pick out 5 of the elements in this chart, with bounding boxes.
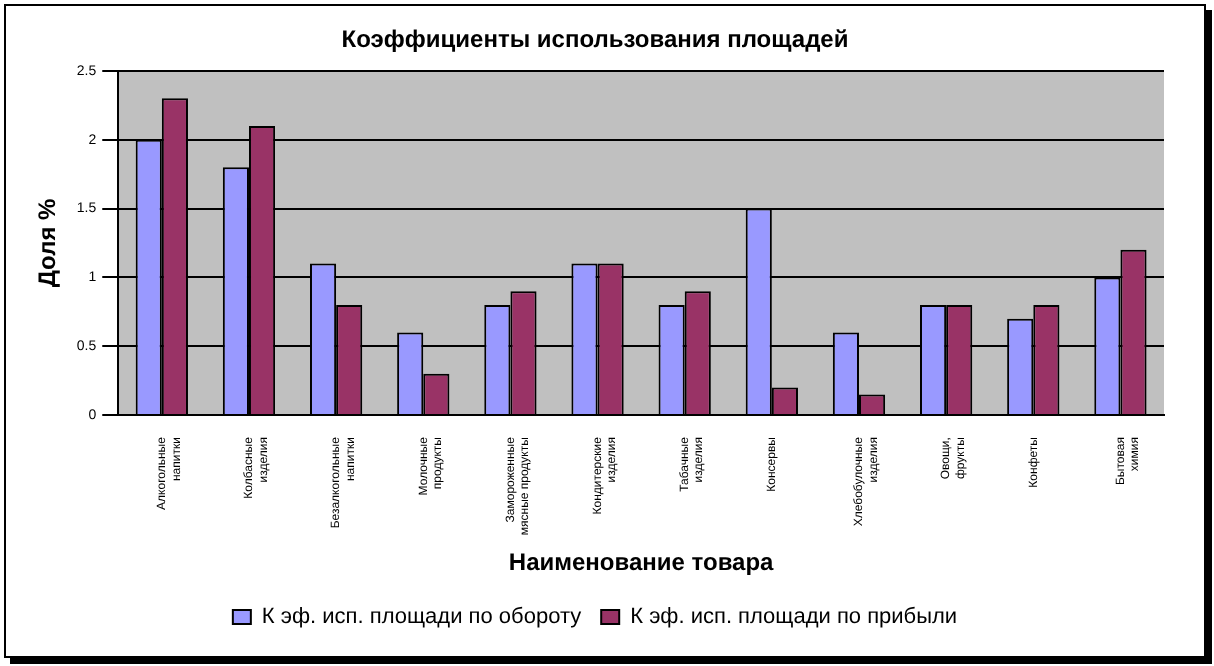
chart-title: Коэффициенты использования площадей <box>341 25 849 54</box>
legend-label: К эф. исп. площади по обороту <box>261 605 583 630</box>
x-axis-title: Наименование товара <box>508 548 775 577</box>
legend-label: К эф. исп. площади по прибыли <box>630 605 958 630</box>
y-axis-title: Доля % <box>33 197 62 288</box>
